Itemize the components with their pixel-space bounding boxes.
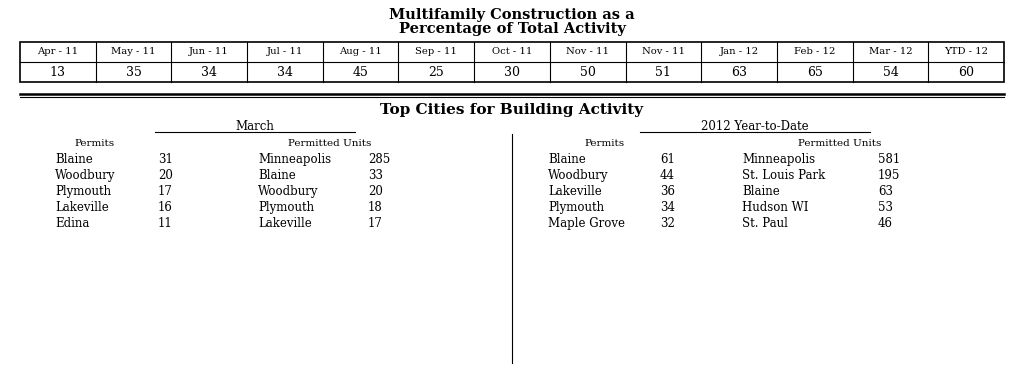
Text: Multifamily Construction as a: Multifamily Construction as a [389,8,635,22]
Text: Oct - 11: Oct - 11 [492,47,532,56]
Text: Jul - 11: Jul - 11 [266,47,303,56]
Text: YTD - 12: YTD - 12 [944,47,988,56]
Text: 34: 34 [660,201,675,214]
Text: Lakeville: Lakeville [548,185,602,198]
Text: Permits: Permits [75,139,115,148]
Text: 31: 31 [158,153,173,166]
Text: Lakeville: Lakeville [258,217,311,230]
Text: 195: 195 [878,169,900,182]
Text: Woodbury: Woodbury [55,169,116,182]
Text: Apr - 11: Apr - 11 [37,47,79,56]
Text: Jun - 11: Jun - 11 [189,47,229,56]
Text: 17: 17 [158,185,173,198]
Text: Woodbury: Woodbury [258,185,318,198]
Text: 45: 45 [352,66,369,78]
Text: 53: 53 [878,201,893,214]
Text: Blaine: Blaine [742,185,779,198]
Text: 33: 33 [368,169,383,182]
Text: 11: 11 [158,217,173,230]
Text: 17: 17 [368,217,383,230]
Text: 16: 16 [158,201,173,214]
Text: 285: 285 [368,153,390,166]
Text: 51: 51 [655,66,672,78]
Text: Lakeville: Lakeville [55,201,109,214]
Text: Plymouth: Plymouth [548,201,604,214]
Text: 581: 581 [878,153,900,166]
Text: Feb - 12: Feb - 12 [794,47,836,56]
Text: Aug - 11: Aug - 11 [339,47,382,56]
Text: Top Cities for Building Activity: Top Cities for Building Activity [381,103,643,117]
Text: 54: 54 [883,66,898,78]
Text: 61: 61 [660,153,675,166]
Text: 13: 13 [50,66,66,78]
Text: St. Louis Park: St. Louis Park [742,169,825,182]
Text: 63: 63 [731,66,748,78]
Text: 20: 20 [368,185,383,198]
Text: 30: 30 [504,66,520,78]
Text: Percentage of Total Activity: Percentage of Total Activity [398,22,626,36]
Text: Jan - 12: Jan - 12 [720,47,759,56]
Text: 63: 63 [878,185,893,198]
Text: Minneapolis: Minneapolis [742,153,815,166]
Text: Hudson WI: Hudson WI [742,201,809,214]
Text: 32: 32 [660,217,675,230]
Text: Minneapolis: Minneapolis [258,153,331,166]
Text: 65: 65 [807,66,822,78]
Bar [20,42,1004,82]
Text: May - 11: May - 11 [112,47,156,56]
Text: 34: 34 [276,66,293,78]
Text: 60: 60 [958,66,974,78]
Text: 34: 34 [202,66,217,78]
Text: Nov - 11: Nov - 11 [566,47,609,56]
Text: 50: 50 [580,66,596,78]
Text: Blaine: Blaine [55,153,93,166]
Text: 46: 46 [878,217,893,230]
Text: Maple Grove: Maple Grove [548,217,625,230]
Text: Permitted Units: Permitted Units [289,139,372,148]
Text: 35: 35 [126,66,141,78]
Text: Nov - 11: Nov - 11 [642,47,685,56]
Text: Edina: Edina [55,217,89,230]
Text: 25: 25 [428,66,444,78]
Text: Blaine: Blaine [258,169,296,182]
Text: Woodbury: Woodbury [548,169,608,182]
Text: Sep - 11: Sep - 11 [416,47,458,56]
Text: 18: 18 [368,201,383,214]
Text: Permitted Units: Permitted Units [799,139,882,148]
Text: March: March [236,120,274,133]
Text: 2012 Year-to-Date: 2012 Year-to-Date [701,120,809,133]
Text: 36: 36 [660,185,675,198]
Text: 44: 44 [660,169,675,182]
Text: Blaine: Blaine [548,153,586,166]
Text: St. Paul: St. Paul [742,217,787,230]
Text: Mar - 12: Mar - 12 [868,47,912,56]
Text: Plymouth: Plymouth [55,185,112,198]
Text: Permits: Permits [585,139,625,148]
Text: Plymouth: Plymouth [258,201,314,214]
Text: 20: 20 [158,169,173,182]
